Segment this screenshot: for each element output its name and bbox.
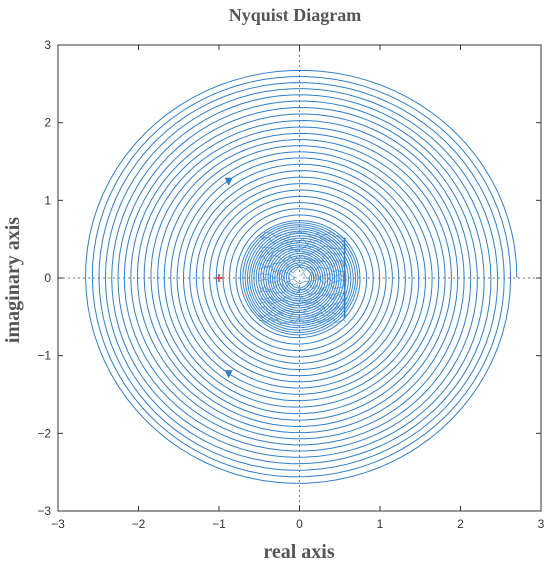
y-tick-label: 0 [44,271,51,285]
direction-arrow-lower [224,370,233,379]
nyquist-series-jitter [258,231,347,325]
y-tick-label: −1 [37,349,51,363]
x-axis-label: real axis [263,541,335,563]
x-tick-label: −3 [51,517,65,531]
x-tick-label: −2 [132,517,146,531]
y-ticks: −3 −2 −1 0 1 2 3 [37,38,541,518]
x-tick-label: 1 [377,517,384,531]
origin-marker [297,275,302,281]
y-tick-label: 3 [44,38,51,52]
y-tick-label: −3 [37,504,51,518]
y-tick-label: 2 [44,116,51,130]
direction-arrow-upper [224,177,233,186]
nyquist-series-outer [85,69,518,484]
critical-point-marker [215,274,302,282]
x-tick-label: 2 [457,517,464,531]
y-tick-label: 1 [44,193,51,207]
x-tick-label: −1 [212,517,226,531]
plot-area [85,69,518,484]
x-tick-label: 0 [296,517,303,531]
x-ticks: −3 −2 −1 0 1 2 3 [51,45,545,531]
y-axis-label: imaginary axis [2,217,24,343]
chart-title: Nyquist Diagram [229,5,362,25]
y-tick-label: −2 [37,426,51,440]
nyquist-series-inner [239,220,361,336]
x-tick-label: 3 [538,517,545,531]
direction-arrows [224,177,233,379]
